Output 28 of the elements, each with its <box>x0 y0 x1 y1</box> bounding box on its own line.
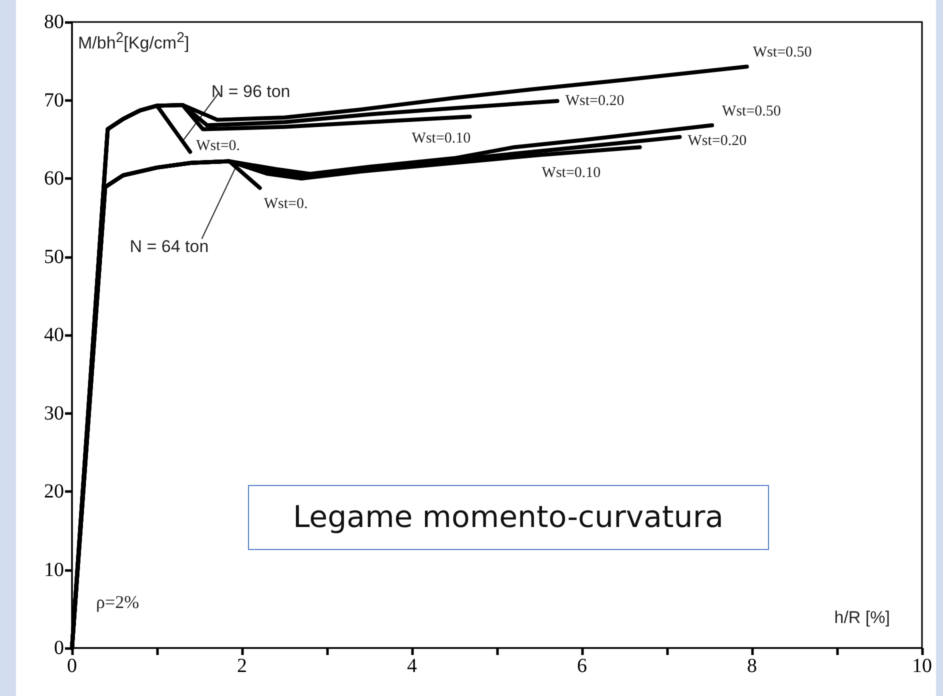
x-tick-label: 4 <box>407 655 417 677</box>
annotation: N = 96 ton <box>211 82 290 102</box>
y-axis-title: M/bh$^{2}$[Kg/cm$^{2}$] <box>78 30 190 54</box>
x-tick-label: 8 <box>747 655 757 677</box>
annotation: N = 64 ton <box>130 236 209 257</box>
series-label: Wst=0. <box>196 138 240 154</box>
series-label: Wst=0.10 <box>542 165 601 182</box>
series-label: Wst=0.20 <box>565 93 624 110</box>
x-tick-label: 10 <box>912 655 932 677</box>
series-label: Wst=0.50 <box>722 103 781 120</box>
annotation: ρ=2% <box>96 592 140 613</box>
y-tick-label: 50 <box>44 246 64 268</box>
y-tick-label: 80 <box>44 11 64 33</box>
y-tick-label: 30 <box>44 402 64 424</box>
y-tick-label: 70 <box>44 89 64 112</box>
x-tick-label: 6 <box>577 655 587 677</box>
y-tick-label: 60 <box>44 168 64 190</box>
x-tick-label: 2 <box>237 655 247 677</box>
series-label: Wst=0.50 <box>752 44 812 61</box>
x-axis-title: h/R [%] <box>834 608 890 628</box>
annotation: Legame momento-curvatura <box>248 485 769 550</box>
series-label: Wst=0.10 <box>412 130 471 147</box>
y-tick-label: 0 <box>54 637 64 659</box>
series-label: Wst=0. <box>264 196 308 212</box>
y-tick-label: 20 <box>44 480 64 502</box>
y-tick-label: 10 <box>44 558 64 581</box>
series-label: Wst=0.20 <box>688 133 747 150</box>
y-tick-label: 40 <box>44 324 64 346</box>
